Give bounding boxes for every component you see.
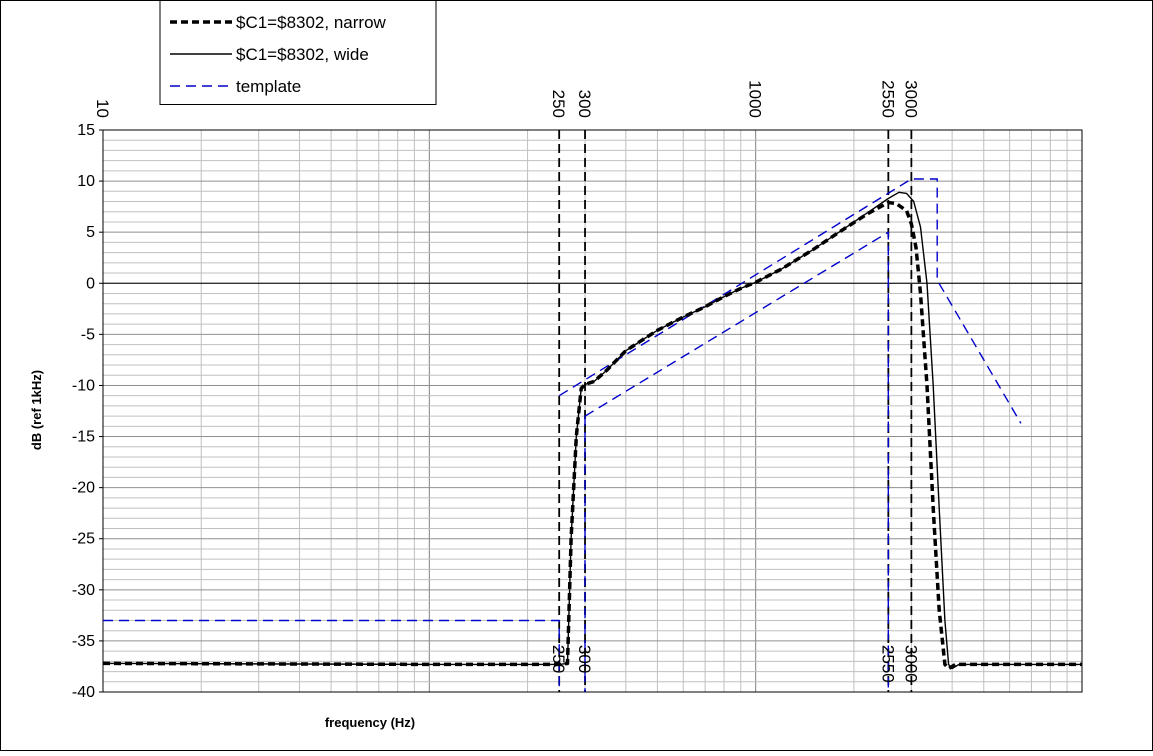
marker-label: 300 [575, 645, 594, 673]
top-tick-label: 10 [93, 99, 112, 118]
y-tick-label: -15 [72, 429, 95, 446]
y-axis-label: dB (ref 1kHz) [29, 370, 44, 450]
marker-label: 250 [549, 645, 568, 673]
legend: $C1=$8302, narrow $C1=$8302, wide template [159, 0, 437, 105]
series-template-segment [558, 178, 1022, 424]
series [102, 178, 1082, 692]
y-tick-label: 15 [77, 122, 95, 139]
top-tick-label: 250 [549, 90, 568, 118]
y-tick-label: -5 [81, 326, 95, 343]
y-tick-label: 5 [86, 224, 95, 241]
y-tick-label: -40 [72, 684, 95, 701]
series-template-segment [584, 230, 889, 692]
y-tick-label: -35 [72, 633, 95, 650]
plot-frame [102, 129, 1083, 693]
y-tick-label: -20 [72, 480, 95, 497]
marker-label: 2550 [878, 645, 897, 683]
series-narrow-line [102, 200, 1082, 671]
series-wide-line [102, 191, 1082, 670]
y-tick-label: -25 [72, 531, 95, 548]
legend-label: $C1=$8302, wide [236, 45, 369, 64]
y-tick-label: 0 [86, 275, 95, 292]
grid [103, 130, 1082, 692]
marker-label: 3000 [901, 645, 920, 683]
series-template-segment [103, 619, 560, 692]
top-tick-label: 3000 [901, 80, 920, 118]
y-tick-label: -30 [72, 582, 95, 599]
y-tick-label: -10 [72, 377, 95, 394]
top-tick-label: 1000 [746, 80, 765, 118]
legend-label: template [236, 77, 301, 96]
top-tick-label: 300 [575, 90, 594, 118]
top-tick-label: 2550 [878, 80, 897, 118]
y-tick-label: 10 [77, 173, 95, 190]
x-axis-label: frequency (Hz) [325, 715, 415, 730]
axes: 15 10 5 0 -5 -10 -15 -20 -25 -30 -35 -40 10 250 300 100… [72, 80, 920, 701]
legend-box [159, 0, 437, 105]
legend-label: $C1=$8302, narrow [236, 13, 387, 32]
